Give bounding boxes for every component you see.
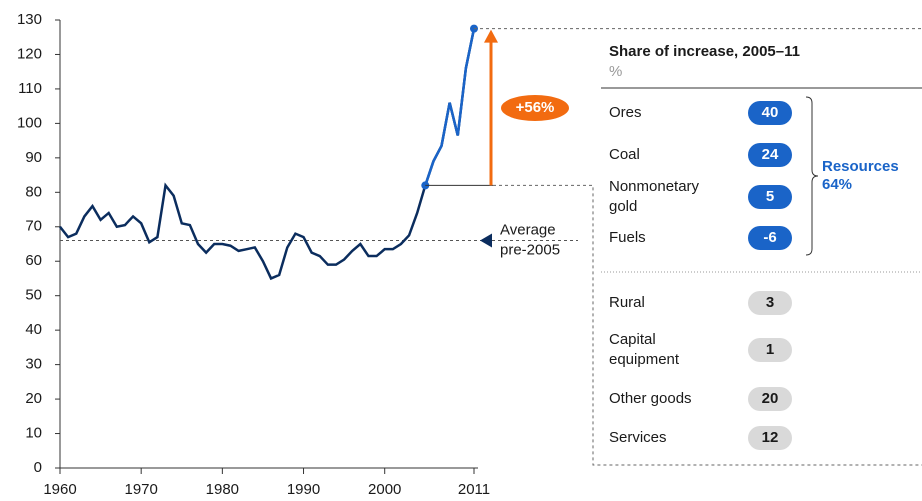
y-tick-label: 20	[25, 390, 42, 407]
item-value: 20	[762, 390, 779, 407]
average-label-line: pre-2005	[500, 242, 560, 259]
average-label: Average pre-2005	[500, 222, 560, 259]
y-tick-label: 110	[18, 80, 42, 97]
item-pill	[748, 291, 792, 315]
item-value: 24	[762, 146, 779, 163]
x-tick-label: 2000	[368, 481, 401, 498]
item-value: 12	[762, 429, 779, 446]
item-pill	[748, 338, 792, 362]
item-pill	[748, 426, 792, 450]
bracket-name: Resources	[822, 158, 899, 175]
item-name-line: Capital	[609, 331, 656, 348]
item-name-line: equipment	[609, 351, 680, 368]
y-tick-label: 80	[25, 183, 42, 200]
bracket	[805, 96, 819, 256]
item-name: Fuels	[609, 229, 646, 246]
y-tick-label: 30	[25, 356, 42, 373]
average-marker	[480, 233, 492, 248]
item-pill	[748, 101, 792, 125]
x-tick-label: 2011	[458, 481, 490, 498]
item-name: Services	[609, 429, 667, 446]
item-pill	[748, 185, 792, 209]
y-tick-label: 130	[17, 11, 42, 28]
x-tick-label: 1990	[287, 481, 320, 498]
item-value: 3	[766, 294, 774, 311]
item-pill	[748, 387, 792, 411]
y-tick-label: 50	[25, 287, 42, 304]
panel-unit: %	[609, 63, 622, 80]
item-value: 1	[766, 341, 774, 358]
y-tick-label: 100	[17, 114, 42, 131]
data-line	[59, 28, 476, 281]
item-value: -6	[763, 229, 776, 246]
y-tick-label: 10	[25, 425, 42, 442]
bracket-value: 64%	[822, 176, 852, 193]
increase-arrowhead	[484, 29, 498, 43]
average-label-line: Average	[500, 222, 556, 239]
item-name: Nonmonetary gold	[609, 178, 700, 215]
y-tick-label: 70	[25, 218, 42, 235]
item-value: 5	[766, 188, 774, 205]
y-tick-label: 40	[25, 321, 42, 338]
y-tick-label: 60	[25, 252, 42, 269]
panel-border	[493, 184, 922, 466]
item-name: Other goods	[609, 390, 692, 407]
item-pill	[748, 226, 792, 250]
y-tick-label: 0	[34, 459, 42, 476]
item-pill	[748, 143, 792, 167]
item-value: 40	[762, 104, 779, 121]
x-tick-label: 1960	[43, 481, 76, 498]
x-tick-label: 1970	[124, 481, 157, 498]
y-tick-label: 90	[25, 149, 42, 166]
item-name: Capital equipment	[609, 331, 680, 368]
increase-label: +56%	[516, 99, 555, 116]
item-name-line: Nonmonetary	[609, 178, 700, 195]
item-name-line: gold	[609, 198, 637, 215]
increase-badge	[501, 95, 569, 121]
y-tick-label: 120	[17, 45, 42, 62]
item-name: Coal	[609, 146, 640, 163]
x-tick-label: 1980	[206, 481, 239, 498]
item-name: Rural	[609, 294, 645, 311]
data-line-recent	[424, 28, 476, 186]
panel-title: Share of increase, 2005–11	[609, 43, 800, 60]
item-name: Ores	[609, 104, 642, 121]
